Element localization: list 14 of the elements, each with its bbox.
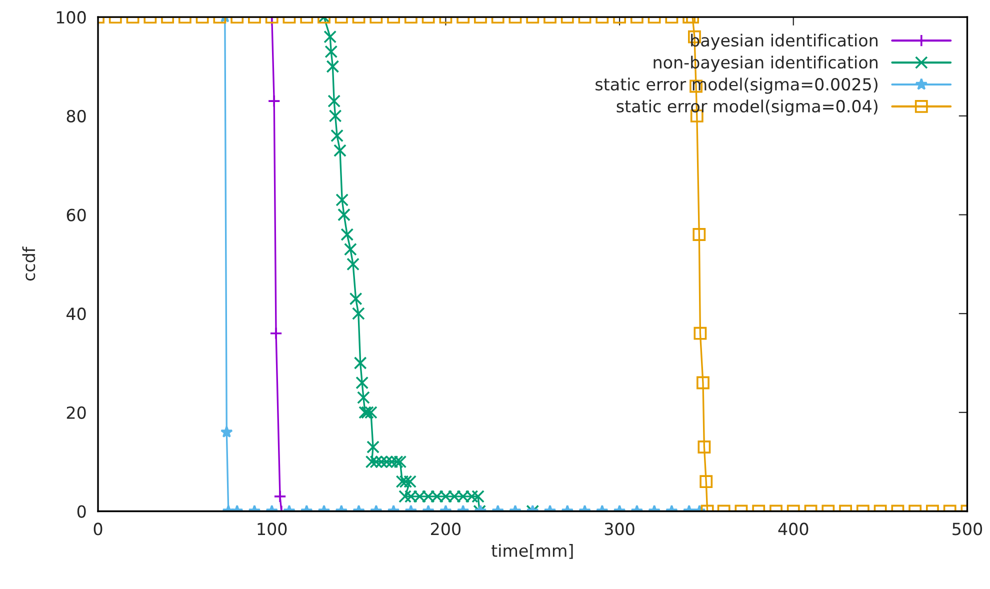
y-tick-label: 20 bbox=[66, 406, 86, 419]
y-tick-label: 40 bbox=[66, 308, 86, 320]
x-tick-label: 200 bbox=[431, 522, 460, 536]
y-tick-label: 0 bbox=[77, 505, 86, 518]
x-tick-label: 400 bbox=[778, 522, 808, 536]
x-tick-label: 300 bbox=[604, 522, 634, 536]
x-tick-label: 100 bbox=[258, 522, 287, 536]
x-axis-title: time[mm] bbox=[492, 544, 573, 559]
x-tick-label: 500 bbox=[952, 522, 982, 536]
y-tick-label: 60 bbox=[66, 208, 86, 222]
y-axis-title: ccdf bbox=[22, 246, 36, 281]
y-tick-label: 80 bbox=[66, 110, 86, 122]
y-tick-label: 100 bbox=[56, 11, 86, 24]
x-tick-label: 0 bbox=[94, 522, 102, 536]
